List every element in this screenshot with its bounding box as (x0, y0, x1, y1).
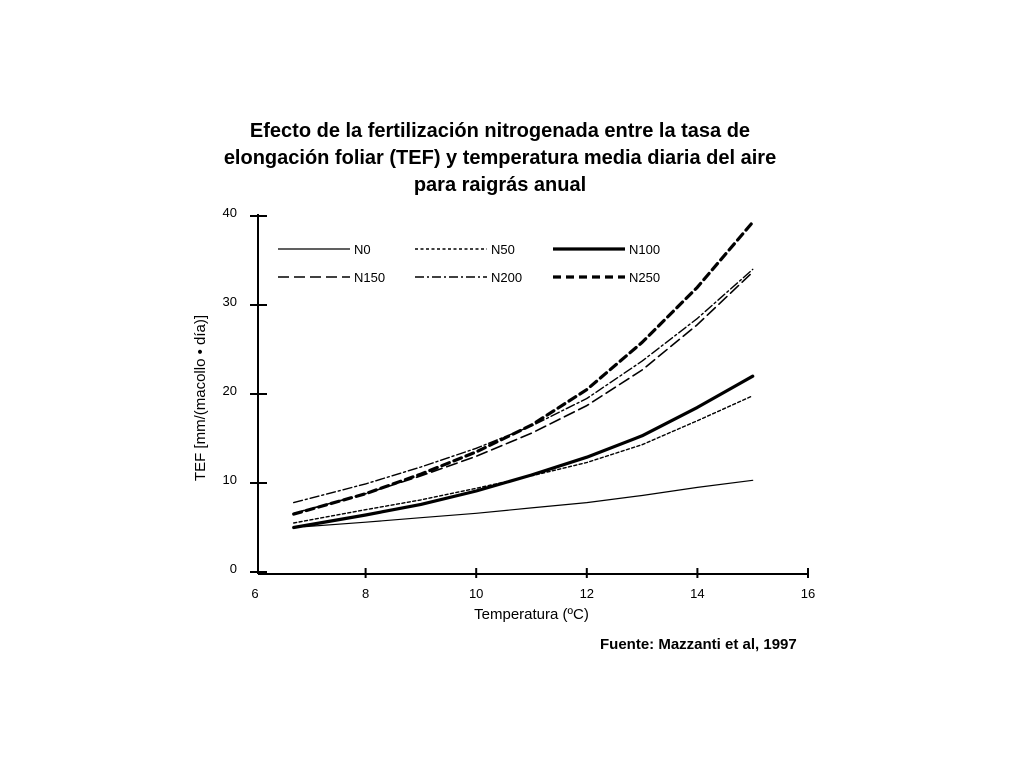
legend-label-n100: N100 (629, 242, 660, 257)
x-tick-label: 6 (251, 586, 258, 601)
chart-legend: N0 N50 N100 N150 N200 N250 (278, 242, 660, 285)
y-tick-label: 0 (230, 561, 237, 576)
legend-label-n150: N150 (354, 270, 385, 285)
chart-title-line-1: Efecto de la fertilización nitrogenada e… (249, 120, 751, 142)
chart-title-line-3: para raigrás anual (413, 174, 587, 196)
legend-label-n0: N0 (354, 242, 371, 257)
x-tick-label: 14 (690, 586, 704, 601)
source-citation: Fuente: Mazzanti et al, 1997 (600, 636, 797, 653)
chart-ticks: 6 8 10 12 14 16 0 10 20 30 40 (223, 205, 816, 601)
y-tick-label: 20 (223, 383, 237, 398)
series-line-n200 (293, 268, 754, 504)
chart-title: Efecto de la fertilización nitrogenada e… (140, 118, 860, 199)
y-tick-label: 30 (223, 294, 237, 309)
x-tick-label: 8 (362, 586, 369, 601)
y-axis-label: TEF [mm/(macollo • día)] (192, 315, 209, 481)
x-tick-label: 10 (469, 586, 483, 601)
series-line-n150 (292, 271, 754, 515)
series-line-n100 (292, 374, 755, 530)
y-tick-label: 40 (223, 205, 237, 220)
x-axis-label: Temperatura (ºC) (474, 606, 589, 623)
legend-label-n200: N200 (491, 270, 522, 285)
series-line-n0 (293, 479, 754, 529)
chart-series (292, 220, 755, 530)
x-tick-label: 12 (580, 586, 594, 601)
chart-title-line-2: elongación foliar (TEF) y temperatura me… (223, 147, 777, 169)
legend-label-n250: N250 (629, 270, 660, 285)
legend-label-n50: N50 (491, 242, 515, 257)
y-tick-label: 10 (223, 472, 237, 487)
series-line-n250 (292, 220, 755, 516)
x-tick-label: 16 (801, 586, 815, 601)
